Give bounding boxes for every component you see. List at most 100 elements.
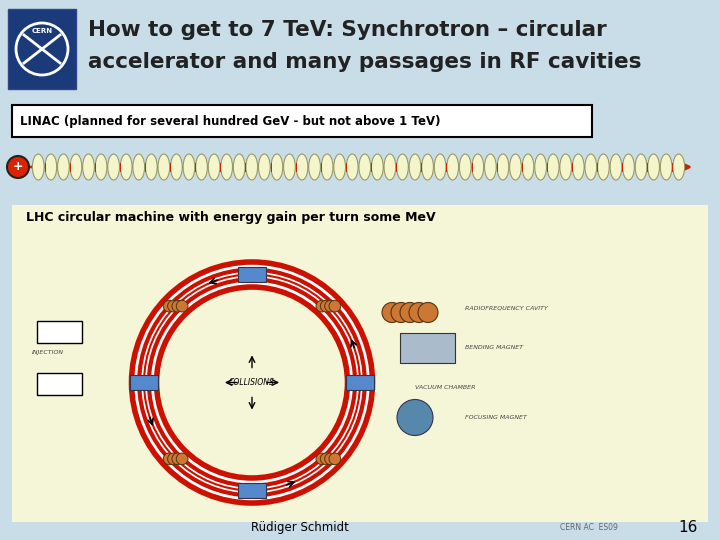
Ellipse shape	[296, 154, 308, 180]
Text: LHC circular machine with energy gain per turn some MeV: LHC circular machine with energy gain pe…	[26, 211, 436, 224]
Text: FOCUSING MAGNET: FOCUSING MAGNET	[465, 415, 527, 420]
Ellipse shape	[83, 154, 94, 180]
Circle shape	[316, 300, 328, 312]
Ellipse shape	[183, 154, 195, 180]
Ellipse shape	[246, 154, 258, 180]
Ellipse shape	[598, 154, 609, 180]
Ellipse shape	[108, 154, 120, 180]
Ellipse shape	[196, 154, 207, 180]
Circle shape	[409, 302, 429, 322]
Bar	[0, 95, 720, 205]
Text: 16: 16	[678, 521, 698, 536]
Ellipse shape	[271, 154, 283, 180]
Text: How to get to 7 TeV: Synchrotron – circular: How to get to 7 TeV: Synchrotron – circu…	[88, 20, 607, 40]
Ellipse shape	[535, 154, 546, 180]
Ellipse shape	[648, 154, 660, 180]
Circle shape	[316, 453, 328, 465]
FancyBboxPatch shape	[346, 375, 374, 390]
Text: Rüdiger Schmidt: Rüdiger Schmidt	[251, 522, 349, 535]
Ellipse shape	[284, 154, 295, 180]
Circle shape	[163, 300, 175, 312]
Ellipse shape	[585, 154, 597, 180]
FancyBboxPatch shape	[130, 375, 158, 390]
Text: CERN AC  ES09: CERN AC ES09	[560, 523, 618, 532]
Circle shape	[391, 302, 411, 322]
Ellipse shape	[133, 154, 145, 180]
FancyBboxPatch shape	[400, 333, 455, 362]
Bar	[12, 205, 708, 522]
Ellipse shape	[334, 154, 346, 180]
FancyBboxPatch shape	[238, 483, 266, 498]
Ellipse shape	[623, 154, 634, 180]
Text: COLLISIONS: COLLISIONS	[229, 378, 275, 387]
Text: LINAC (planned for several hundred GeV - but not above 1 TeV): LINAC (planned for several hundred GeV -…	[20, 114, 441, 127]
Ellipse shape	[547, 154, 559, 180]
Text: accelerator and many passages in RF cavities: accelerator and many passages in RF cavi…	[88, 52, 642, 72]
Circle shape	[400, 302, 420, 322]
Ellipse shape	[472, 154, 484, 180]
Ellipse shape	[321, 154, 333, 180]
Ellipse shape	[660, 154, 672, 180]
Text: BENDING MAGNET: BENDING MAGNET	[465, 345, 523, 350]
FancyBboxPatch shape	[37, 373, 82, 395]
Text: INJECTION: INJECTION	[32, 350, 64, 355]
Ellipse shape	[409, 154, 421, 180]
FancyBboxPatch shape	[37, 321, 82, 342]
Ellipse shape	[145, 154, 157, 180]
Ellipse shape	[171, 154, 182, 180]
Ellipse shape	[560, 154, 572, 180]
FancyBboxPatch shape	[238, 267, 266, 282]
Ellipse shape	[510, 154, 521, 180]
Ellipse shape	[572, 154, 584, 180]
Circle shape	[176, 300, 188, 312]
Circle shape	[329, 300, 341, 312]
Ellipse shape	[397, 154, 408, 180]
Ellipse shape	[673, 154, 685, 180]
Circle shape	[168, 453, 179, 465]
Circle shape	[329, 453, 341, 465]
Ellipse shape	[459, 154, 471, 180]
Ellipse shape	[485, 154, 496, 180]
Text: RADIOFREQUENCY CAVITY: RADIOFREQUENCY CAVITY	[465, 305, 548, 310]
Circle shape	[163, 453, 175, 465]
Ellipse shape	[309, 154, 320, 180]
Ellipse shape	[208, 154, 220, 180]
Text: CERN: CERN	[32, 28, 53, 34]
Circle shape	[325, 300, 336, 312]
Circle shape	[320, 453, 332, 465]
Ellipse shape	[233, 154, 245, 180]
Ellipse shape	[120, 154, 132, 180]
Circle shape	[397, 400, 433, 435]
Ellipse shape	[635, 154, 647, 180]
Ellipse shape	[58, 154, 69, 180]
Ellipse shape	[384, 154, 396, 180]
Circle shape	[320, 300, 332, 312]
Ellipse shape	[158, 154, 170, 180]
Ellipse shape	[447, 154, 459, 180]
Bar	[8, 9, 76, 89]
Ellipse shape	[372, 154, 383, 180]
Ellipse shape	[434, 154, 446, 180]
Text: p -: p -	[42, 379, 53, 388]
Circle shape	[176, 453, 188, 465]
Ellipse shape	[497, 154, 509, 180]
Ellipse shape	[359, 154, 371, 180]
Ellipse shape	[95, 154, 107, 180]
Circle shape	[382, 302, 402, 322]
Ellipse shape	[70, 154, 82, 180]
Ellipse shape	[32, 154, 44, 180]
Text: +: +	[13, 160, 23, 173]
Ellipse shape	[522, 154, 534, 180]
Ellipse shape	[422, 154, 433, 180]
Circle shape	[418, 302, 438, 322]
Ellipse shape	[45, 154, 57, 180]
Ellipse shape	[258, 154, 270, 180]
Circle shape	[172, 453, 184, 465]
Bar	[12, 105, 592, 137]
Circle shape	[168, 300, 179, 312]
Text: p +: p +	[42, 327, 57, 336]
Circle shape	[7, 156, 29, 178]
Ellipse shape	[221, 154, 233, 180]
Text: VACUUM CHAMBER: VACUUM CHAMBER	[415, 385, 475, 390]
Ellipse shape	[610, 154, 622, 180]
